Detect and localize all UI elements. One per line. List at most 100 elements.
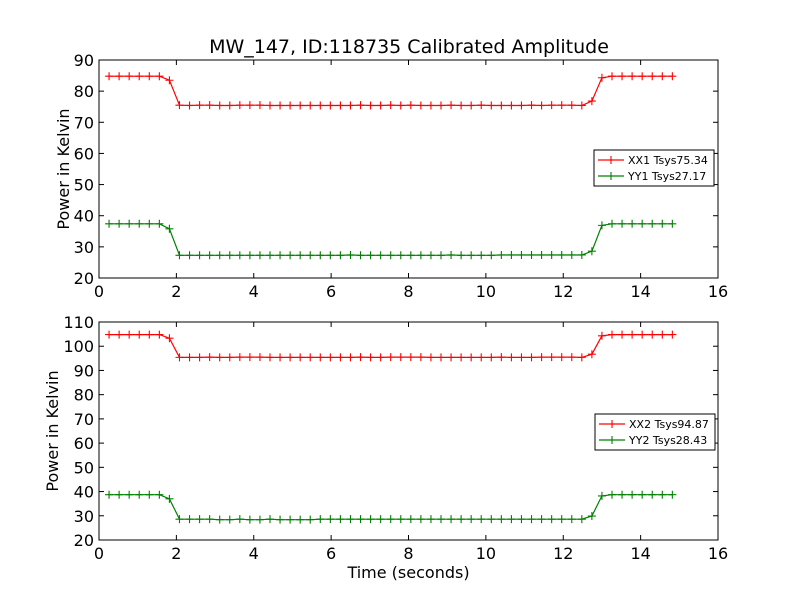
data-point bbox=[336, 515, 345, 524]
data-point bbox=[648, 330, 657, 339]
data-point bbox=[416, 101, 425, 110]
legend-marker bbox=[607, 172, 615, 180]
data-point bbox=[366, 251, 375, 260]
data-point bbox=[487, 251, 496, 260]
x-tick-label: 0 bbox=[94, 544, 104, 563]
data-point bbox=[426, 353, 435, 362]
data-point bbox=[497, 353, 506, 362]
data-point bbox=[286, 101, 295, 110]
data-point bbox=[376, 101, 385, 110]
data-point bbox=[115, 330, 124, 339]
data-point bbox=[245, 515, 254, 524]
data-point bbox=[628, 330, 637, 339]
data-point bbox=[306, 353, 315, 362]
data-point bbox=[587, 247, 596, 256]
data-point bbox=[607, 330, 616, 339]
data-point bbox=[306, 101, 315, 110]
data-point bbox=[316, 353, 325, 362]
x-tick-label: 10 bbox=[476, 544, 496, 563]
data-point bbox=[658, 219, 667, 228]
data-point bbox=[386, 101, 395, 110]
y-tick-label: 60 bbox=[74, 434, 94, 453]
data-point bbox=[406, 353, 415, 362]
y-tick-label: 80 bbox=[74, 82, 94, 101]
data-point bbox=[165, 76, 174, 85]
data-point bbox=[497, 101, 506, 110]
data-point bbox=[185, 101, 194, 110]
data-point bbox=[306, 251, 315, 260]
series-xx bbox=[105, 72, 677, 110]
data-point bbox=[215, 101, 224, 110]
data-point bbox=[376, 515, 385, 524]
data-point bbox=[205, 353, 214, 362]
x-tick-label: 8 bbox=[403, 282, 413, 301]
x-tick-label: 14 bbox=[630, 544, 650, 563]
x-tick-label: 0 bbox=[94, 282, 104, 301]
y-tick-label: 30 bbox=[74, 238, 94, 257]
data-point bbox=[597, 331, 606, 340]
data-point bbox=[326, 101, 335, 110]
data-point bbox=[346, 515, 355, 524]
x-axis-label: Time (seconds) bbox=[346, 563, 469, 582]
series-yy bbox=[105, 490, 677, 524]
x-tick-label: 6 bbox=[326, 282, 336, 301]
data-point bbox=[235, 515, 244, 524]
data-point bbox=[577, 250, 586, 259]
data-point bbox=[638, 219, 647, 228]
data-point bbox=[326, 251, 335, 260]
data-point bbox=[587, 512, 596, 521]
data-point bbox=[587, 97, 596, 106]
legend-marker bbox=[608, 436, 616, 444]
data-point bbox=[135, 490, 144, 499]
data-point bbox=[255, 101, 264, 110]
legend-entry: YY2 Tsys28.43 bbox=[628, 434, 707, 447]
data-point bbox=[618, 330, 627, 339]
data-point bbox=[537, 353, 546, 362]
data-point bbox=[477, 251, 486, 260]
data-point bbox=[215, 515, 224, 524]
legend-entry: XX1 Tsys75.34 bbox=[628, 154, 708, 167]
data-point bbox=[447, 250, 456, 259]
data-point bbox=[276, 353, 285, 362]
data-point bbox=[205, 101, 214, 110]
data-point bbox=[426, 251, 435, 260]
data-point bbox=[668, 72, 677, 81]
data-point bbox=[577, 515, 586, 524]
data-point bbox=[527, 515, 536, 524]
data-point bbox=[346, 353, 355, 362]
data-point bbox=[628, 490, 637, 499]
data-point bbox=[145, 330, 154, 339]
data-point bbox=[255, 353, 264, 362]
data-point bbox=[286, 353, 295, 362]
data-point bbox=[436, 101, 445, 110]
data-point bbox=[497, 515, 506, 524]
data-point bbox=[477, 515, 486, 524]
legend: XX1 Tsys75.34 YY1 Tsys27.17 bbox=[593, 149, 715, 187]
data-point bbox=[447, 515, 456, 524]
y-tick-label: 20 bbox=[74, 269, 94, 288]
data-point bbox=[245, 101, 254, 110]
data-point bbox=[618, 490, 627, 499]
data-point bbox=[487, 353, 496, 362]
y-tick-label: 50 bbox=[74, 176, 94, 195]
data-point bbox=[175, 515, 184, 524]
data-point bbox=[567, 250, 576, 259]
data-point bbox=[265, 251, 274, 260]
data-point bbox=[467, 251, 476, 260]
data-point bbox=[517, 515, 526, 524]
data-point bbox=[607, 219, 616, 228]
data-point bbox=[517, 353, 526, 362]
data-point bbox=[265, 353, 274, 362]
data-point bbox=[537, 515, 546, 524]
data-point bbox=[517, 101, 526, 110]
data-point bbox=[366, 101, 375, 110]
data-point bbox=[135, 330, 144, 339]
legend: XX2 Tsys94.87 YY2 Tsys28.43 bbox=[594, 413, 716, 451]
data-point bbox=[195, 101, 204, 110]
data-point bbox=[497, 250, 506, 259]
data-point bbox=[517, 250, 526, 259]
data-point bbox=[607, 490, 616, 499]
data-point bbox=[587, 350, 596, 359]
data-point bbox=[346, 101, 355, 110]
x-tick-label: 14 bbox=[630, 282, 650, 301]
